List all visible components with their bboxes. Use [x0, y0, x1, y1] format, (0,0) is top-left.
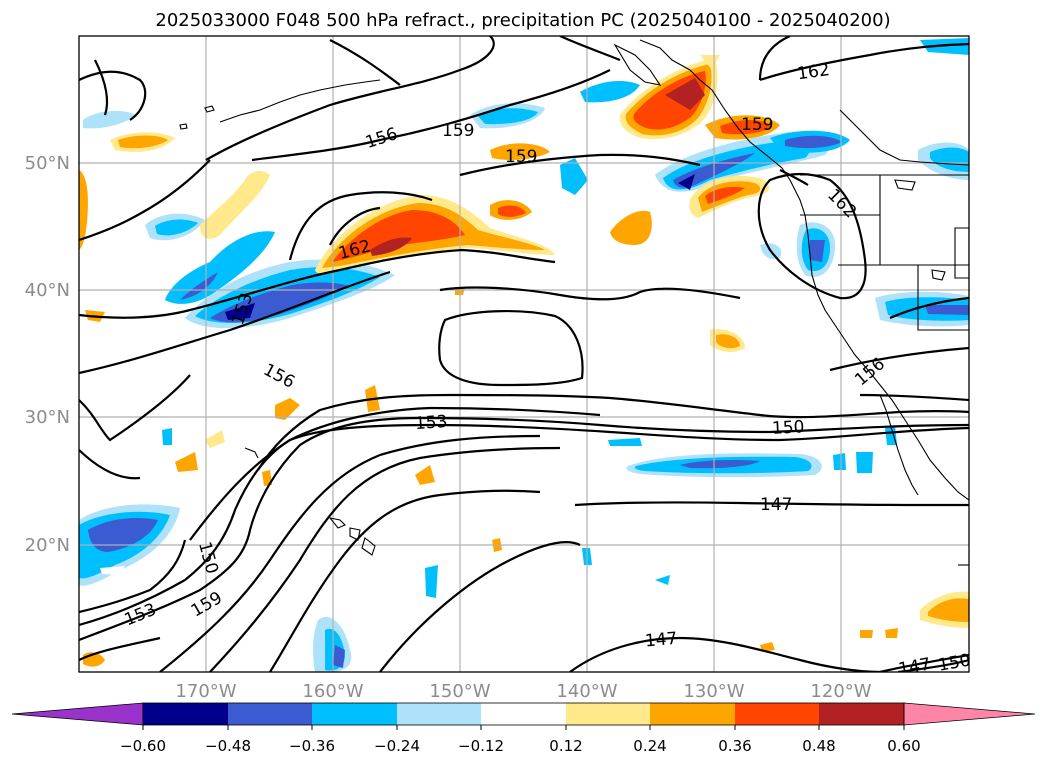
colorbar-tick-label: 0.48: [802, 737, 835, 755]
pos-anomaly-region: [716, 334, 740, 349]
neg-anomaly-region: [856, 452, 873, 473]
map-plot-area: 156 159 159 162 162 159 162 153 156 153 …: [79, 36, 972, 679]
neg-anomaly-region: [678, 174, 695, 190]
neg-anomaly-region: [333, 645, 345, 668]
neg-anomaly-region: [478, 108, 538, 125]
contour-label: 159: [442, 121, 474, 141]
colorbar-tick-label: 0.24: [633, 737, 666, 755]
colorbar-segment: [228, 703, 312, 725]
contour-label: 147: [644, 629, 678, 652]
neg-anomaly-region: [925, 305, 969, 315]
y-tick-label: 30°N: [25, 407, 70, 428]
neg-anomaly-region: [83, 110, 135, 129]
plot-frame: [78, 35, 970, 673]
neg-anomaly-region: [180, 272, 218, 300]
height-contours: [79, 36, 969, 672]
pos-anomaly-region: [118, 135, 168, 149]
x-tick-label: 150°W: [429, 681, 490, 702]
y-tick-label: 20°N: [25, 535, 70, 556]
colorbar-segment: [819, 703, 904, 725]
colorbar-tick-label: 0.36: [718, 737, 751, 755]
y-tick-label: 40°N: [25, 280, 70, 301]
colorbar-segment: [312, 703, 397, 725]
neg-anomaly-region: [785, 135, 842, 149]
figure-title: 2025033000 F048 500 hPa refract., precip…: [155, 10, 890, 31]
contour-label: 159: [741, 115, 773, 135]
contour-label: 162: [796, 60, 831, 84]
pos-anomaly-region: [610, 210, 652, 245]
colorbar: −0.60 −0.48 −0.36 −0.24 −0.12 0.12 0.24 …: [11, 702, 1036, 755]
colorbar-segment: [143, 703, 228, 725]
contour-label: 153: [414, 412, 448, 434]
neg-anomaly-region: [930, 147, 969, 172]
colorbar-tick-label: −0.12: [458, 737, 504, 755]
pos-anomaly-region: [415, 465, 435, 485]
pos-anomaly-region: [700, 55, 720, 70]
neg-anomaly-region: [425, 565, 438, 598]
colorbar-extend-high: [903, 702, 1036, 726]
x-axis-ticks: 170°W 160°W 150°W 140°W 130°W 120°W: [175, 681, 871, 702]
pos-anomaly-region: [760, 642, 775, 652]
neg-anomaly-region: [162, 428, 172, 445]
colorbar-tick-label: −0.36: [289, 737, 335, 755]
x-tick-label: 120°W: [810, 681, 871, 702]
y-tick-label: 50°N: [25, 153, 70, 174]
contour-label: 159: [505, 147, 537, 167]
colorbar-segment: [735, 703, 819, 725]
colorbar-segment: [481, 703, 566, 725]
colorbar-tick-label: −0.60: [120, 737, 166, 755]
pos-anomaly-region: [885, 628, 898, 638]
x-tick-label: 170°W: [175, 681, 236, 702]
pos-anomaly-region: [928, 598, 969, 622]
neg-anomaly-region: [88, 518, 158, 552]
contour-label: 147: [760, 495, 792, 515]
pos-anomaly-region: [490, 143, 550, 160]
contour-label: 150: [772, 417, 805, 439]
neg-anomaly-region: [225, 303, 255, 320]
pos-anomaly-region: [275, 398, 300, 420]
neg-anomaly-region: [608, 438, 642, 446]
pos-anomaly-region: [205, 430, 225, 448]
coastlines: [179, 39, 969, 566]
pos-anomaly-region: [860, 630, 873, 638]
colorbar-segment: [397, 703, 481, 725]
neg-anomaly-region: [655, 575, 670, 585]
neg-anomaly-region: [165, 231, 275, 304]
y-axis-ticks: 50°N 40°N 30°N 20°N: [25, 153, 70, 556]
colorbar-segment: [566, 703, 650, 725]
x-tick-label: 130°W: [683, 681, 744, 702]
contour-label: 147: [897, 654, 932, 679]
neg-anomaly-region: [833, 453, 846, 470]
colorbar-tick-label: −0.48: [205, 737, 251, 755]
neg-anomaly-region: [155, 219, 198, 236]
pos-anomaly-region: [720, 120, 772, 135]
pos-anomaly-region: [665, 78, 705, 110]
pos-anomaly-region: [498, 205, 526, 217]
neg-anomaly-region: [680, 460, 760, 469]
neg-anomaly-region: [810, 240, 825, 262]
neg-anomaly-region: [580, 80, 640, 103]
contour-label: 150: [937, 650, 972, 675]
pos-anomaly-region: [200, 170, 270, 239]
pos-anomaly-region: [705, 186, 745, 204]
colorbar-tick-label: 0.12: [549, 737, 582, 755]
colorbar-tick-label: 0.60: [887, 737, 920, 755]
colorbar-segment: [650, 703, 735, 725]
neg-anomaly-region: [885, 425, 897, 445]
colorbar-tick-label: −0.24: [374, 737, 420, 755]
pos-anomaly-region: [79, 170, 88, 250]
neg-anomaly-region: [560, 158, 588, 195]
pos-anomaly-region: [332, 210, 465, 262]
pos-anomaly-region: [175, 452, 198, 472]
neg-anomaly-region: [100, 566, 125, 575]
neg-anomaly-region: [920, 38, 969, 55]
x-tick-label: 140°W: [556, 681, 617, 702]
pos-anomaly-region: [370, 237, 412, 256]
x-tick-label: 160°W: [302, 681, 363, 702]
colorbar-extend-low: [11, 702, 144, 726]
precip-anomaly-shading: [79, 38, 969, 672]
